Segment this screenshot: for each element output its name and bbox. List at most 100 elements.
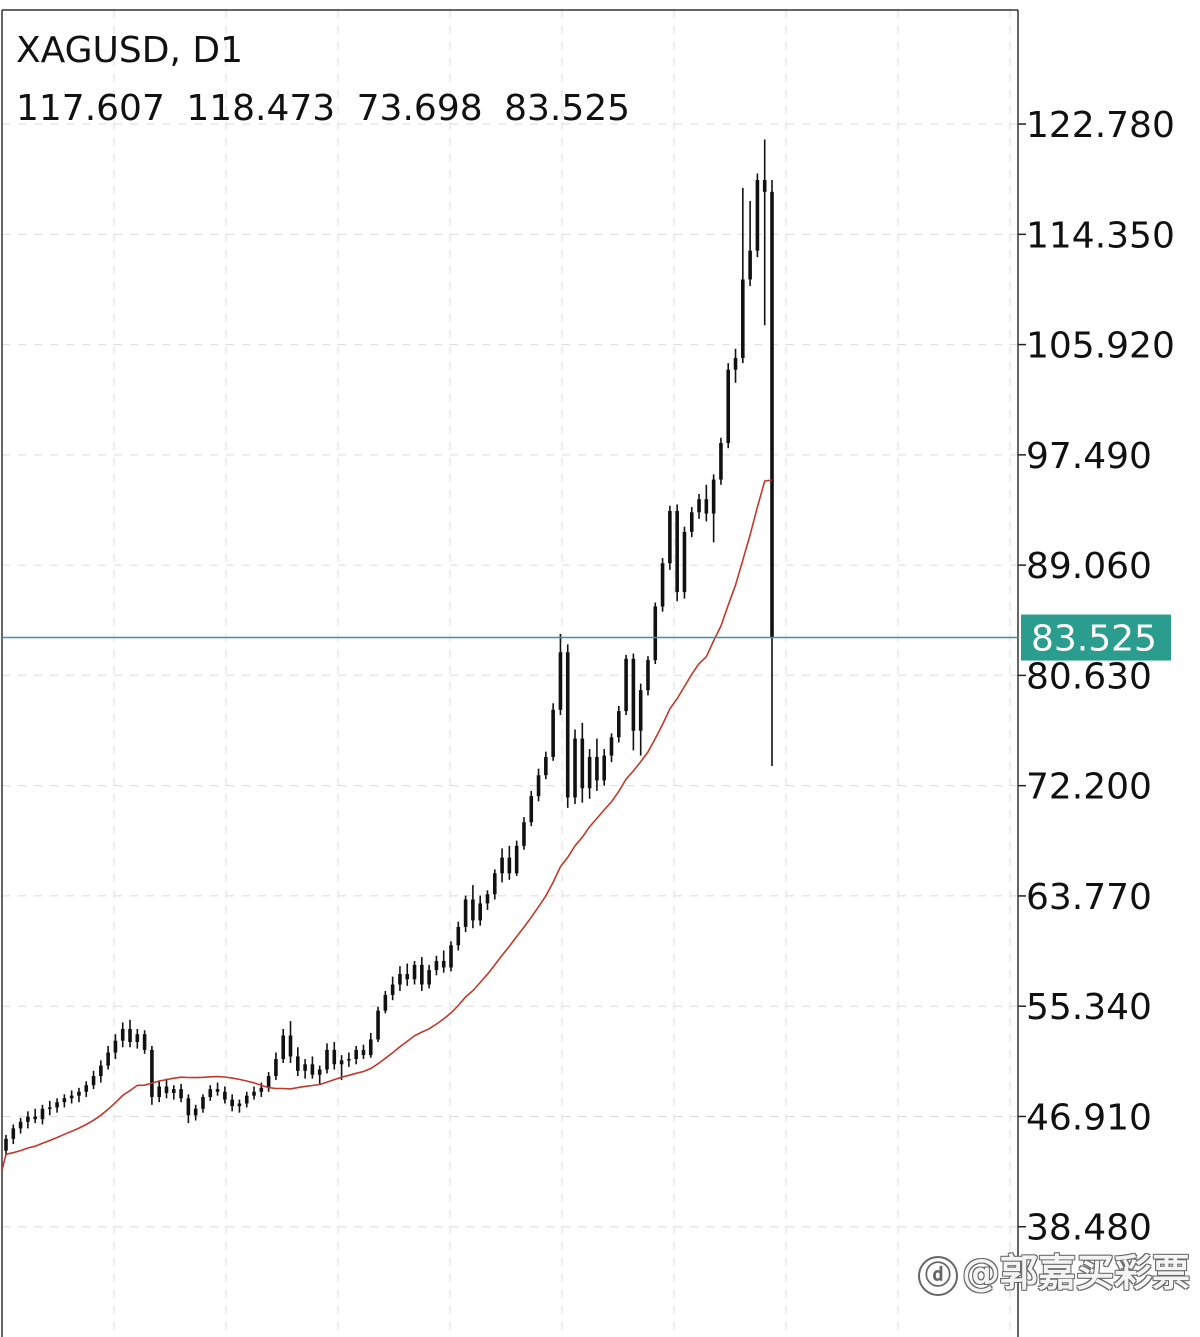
candle-body	[325, 1049, 329, 1070]
candle-body	[296, 1056, 300, 1071]
candle-body	[252, 1091, 256, 1096]
candle-body	[653, 606, 658, 661]
candle-body	[201, 1096, 205, 1109]
candle-body	[573, 738, 577, 798]
ohlc-close: 83.525	[504, 88, 631, 129]
candle-body	[237, 1103, 242, 1107]
candle-body	[660, 563, 665, 607]
candle-body	[646, 660, 650, 691]
candle-body	[762, 180, 767, 192]
candle-body	[55, 1102, 59, 1108]
candle-body	[711, 479, 716, 514]
current-price-badge	[1021, 614, 1171, 661]
candle-body	[609, 737, 614, 756]
candle-body	[565, 652, 570, 798]
candle-body	[281, 1035, 286, 1060]
candle-body	[150, 1049, 154, 1097]
candle-body	[427, 970, 431, 985]
candle-body	[587, 756, 592, 789]
candle-body	[303, 1064, 307, 1071]
candle-body	[434, 960, 439, 971]
candle-body	[492, 873, 497, 895]
candle-body	[11, 1128, 16, 1139]
ohlc-open: 117.607	[16, 88, 165, 129]
candle-body	[733, 357, 738, 370]
candle-body	[354, 1049, 358, 1060]
candle-body	[33, 1116, 37, 1120]
candle-body	[113, 1040, 118, 1053]
ohlc-high: 118.473	[186, 88, 336, 129]
candle-body	[26, 1116, 30, 1122]
candle-body	[770, 191, 774, 638]
candle-body	[617, 711, 621, 738]
candle-body	[376, 1010, 380, 1040]
candle-body	[544, 756, 548, 776]
candle-body	[748, 250, 752, 280]
candle-body	[244, 1095, 249, 1104]
candle-body	[726, 369, 731, 443]
candle-body	[317, 1069, 322, 1075]
y-tick-label: 122.780	[1026, 105, 1175, 146]
candle-body	[230, 1099, 234, 1107]
watermark-text: @郭嘉买彩票	[961, 1251, 1190, 1295]
candle-body	[668, 510, 672, 564]
candle-body	[398, 974, 402, 985]
candle-body	[405, 974, 410, 980]
y-tick-label: 80.630	[1026, 656, 1152, 697]
candle-body	[164, 1086, 169, 1094]
candle-body	[704, 499, 709, 514]
candle-body	[456, 926, 461, 946]
candle-body	[368, 1039, 373, 1056]
candle-body	[580, 738, 585, 789]
candle-body	[135, 1034, 140, 1043]
candle-body	[741, 279, 745, 358]
candle-body	[62, 1098, 67, 1103]
candle-body	[441, 960, 446, 968]
candle-body	[106, 1052, 110, 1066]
candle-body	[69, 1095, 74, 1099]
candle-body	[719, 442, 723, 480]
candle-body	[595, 756, 599, 781]
candle-body	[128, 1028, 132, 1043]
candle-body	[689, 512, 694, 532]
candle-body	[77, 1091, 81, 1096]
candle-body	[215, 1089, 220, 1092]
y-tick-label: 38.480	[1026, 1208, 1152, 1249]
y-tick-label: 46.910	[1026, 1097, 1152, 1138]
candle-body	[682, 531, 687, 593]
candle-body	[558, 652, 563, 710]
candle-body	[47, 1107, 52, 1109]
moving-average-line	[1, 479, 773, 1171]
candle-body	[4, 1138, 8, 1151]
watermark: ⓓ @郭嘉买彩票	[917, 1242, 1190, 1297]
candle-body	[193, 1108, 198, 1116]
y-tick-label: 105.920	[1026, 326, 1175, 367]
candle-body	[602, 755, 607, 781]
candle-body	[18, 1121, 23, 1129]
candle-body	[40, 1108, 45, 1120]
candle-body	[99, 1065, 103, 1077]
candle-body	[755, 180, 760, 251]
ohlc-low: 73.698	[356, 88, 483, 129]
y-tick-label: 114.350	[1026, 215, 1175, 256]
candle-body	[347, 1059, 351, 1061]
candle-body	[536, 775, 541, 797]
current-price-label: 83.525	[1031, 619, 1157, 660]
candle-body	[471, 899, 475, 921]
candle-body	[390, 984, 395, 995]
candle-body	[551, 709, 555, 757]
candle-body	[449, 945, 453, 968]
candle-body	[500, 857, 504, 874]
candle-body	[463, 899, 468, 927]
candle-body	[171, 1089, 176, 1094]
candle-body	[259, 1087, 264, 1092]
ohlc-readout: 117.607 118.473 73.698 83.525	[16, 88, 640, 129]
candle-body	[507, 857, 512, 874]
y-tick-label: 55.340	[1026, 987, 1152, 1028]
candle-body	[332, 1049, 337, 1065]
candle-body	[624, 658, 628, 712]
y-tick-label: 63.770	[1026, 877, 1152, 918]
candle-body	[675, 510, 679, 593]
watermark-logo-icon: ⓓ	[917, 1255, 958, 1296]
